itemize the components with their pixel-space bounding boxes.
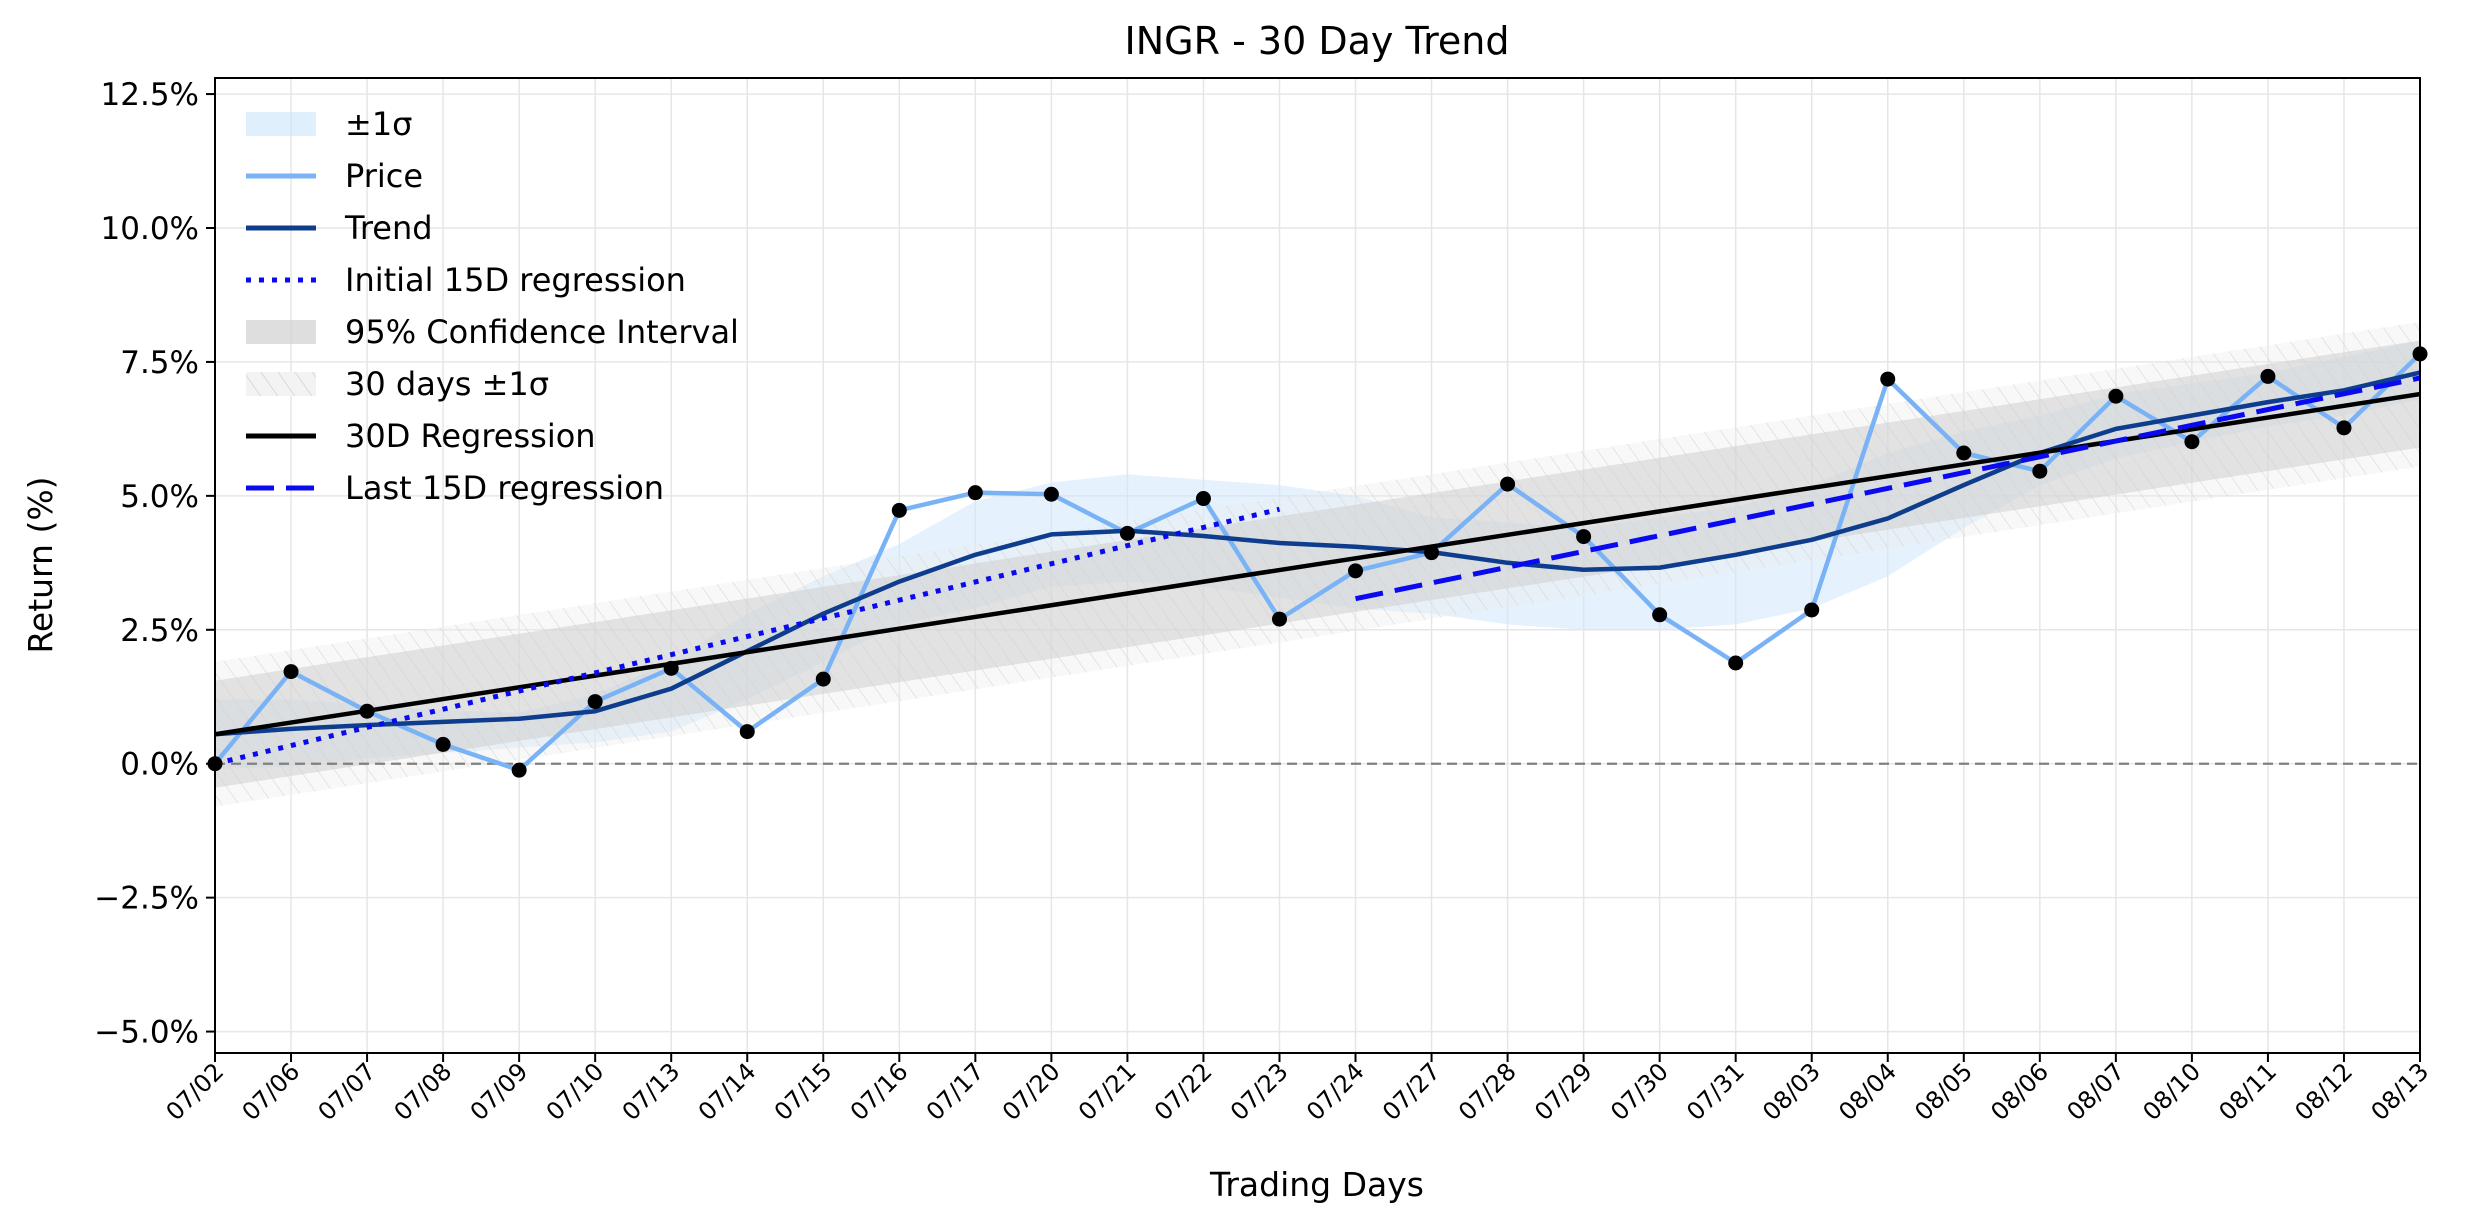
x-tick-label-29: 08/13 bbox=[2366, 1057, 2435, 1126]
x-tick-label-25: 08/07 bbox=[2061, 1057, 2130, 1126]
legend: ±1σ Price Trend Initial 15D regression 95% C… bbox=[246, 105, 739, 507]
legend-label-0: ±1σ bbox=[345, 105, 412, 143]
legend-label-3: Initial 15D regression bbox=[345, 261, 686, 299]
price-marker-16 bbox=[1424, 545, 1440, 561]
last-15d-regression-line bbox=[1355, 375, 2420, 602]
price-marker-19 bbox=[1652, 607, 1668, 623]
x-tick-label-19: 07/30 bbox=[1605, 1057, 1674, 1126]
x-tick-label-9: 07/16 bbox=[845, 1057, 914, 1126]
x-tick-label-28: 08/12 bbox=[2289, 1057, 2358, 1126]
legend-label-2: Trend bbox=[344, 209, 433, 247]
x-axis-label: Trading Days bbox=[1209, 1165, 1424, 1204]
legend-label-6: 30D Regression bbox=[345, 417, 596, 455]
price-marker-5 bbox=[587, 694, 603, 710]
price-marker-14 bbox=[1271, 611, 1287, 627]
x-tick-label-8: 07/15 bbox=[769, 1057, 838, 1126]
chart-title: INGR - 30 Day Trend bbox=[1125, 19, 1510, 63]
price-marker-12 bbox=[1119, 525, 1135, 541]
legend-label-5: 30 days ±1σ bbox=[345, 365, 549, 403]
price-marker-17 bbox=[1500, 476, 1516, 492]
legend-label-7: Last 15D regression bbox=[345, 469, 664, 507]
x-tick-label-15: 07/24 bbox=[1301, 1057, 1370, 1126]
price-marker-9 bbox=[891, 502, 907, 518]
x-tick-label-3: 07/08 bbox=[389, 1057, 458, 1126]
x-tick-label-21: 08/03 bbox=[1757, 1057, 1826, 1126]
x-tick-label-20: 07/31 bbox=[1681, 1057, 1750, 1126]
price-marker-26 bbox=[2184, 434, 2200, 450]
price-marker-15 bbox=[1348, 563, 1364, 579]
price-marker-25 bbox=[2108, 388, 2124, 404]
x-tick-label-7: 07/14 bbox=[693, 1057, 762, 1126]
x-tick-label-26: 08/10 bbox=[2137, 1057, 2206, 1126]
y-tick-label-3: 2.5% bbox=[120, 613, 199, 649]
legend-label-4: 95% Confidence Interval bbox=[345, 313, 739, 351]
x-tick-label-14: 07/23 bbox=[1225, 1057, 1294, 1126]
x-tick-label-4: 07/09 bbox=[465, 1057, 534, 1126]
price-marker-11 bbox=[1043, 486, 1059, 502]
plot-frame bbox=[214, 77, 2421, 1054]
price-marker-2 bbox=[359, 703, 375, 719]
x-tick-label-0: 07/02 bbox=[161, 1057, 230, 1126]
x-tick-label-6: 07/13 bbox=[617, 1057, 686, 1126]
price-marker-18 bbox=[1576, 529, 1592, 545]
price-marker-20 bbox=[1728, 655, 1744, 671]
x-tick-label-2: 07/07 bbox=[313, 1057, 382, 1126]
x-tick-label-5: 07/10 bbox=[541, 1057, 610, 1126]
x-tick-label-1: 07/06 bbox=[237, 1057, 306, 1126]
y-tick-label-0: −5.0% bbox=[94, 1015, 199, 1051]
price-marker-4 bbox=[511, 762, 527, 778]
y-tick-label-5: 7.5% bbox=[120, 345, 199, 381]
x-tick-label-16: 07/27 bbox=[1377, 1057, 1446, 1126]
price-marker-7 bbox=[739, 724, 755, 740]
x-tick-label-22: 08/04 bbox=[1833, 1057, 1902, 1126]
legend-label-1: Price bbox=[345, 157, 423, 195]
price-marker-8 bbox=[815, 671, 831, 687]
y-tick-label-4: 5.0% bbox=[120, 479, 199, 515]
price-marker-10 bbox=[967, 485, 983, 501]
price-marker-6 bbox=[663, 660, 679, 676]
series-lines bbox=[215, 352, 2420, 773]
y-tick-label-1: −2.5% bbox=[94, 881, 199, 917]
y-tick-label-6: 10.0% bbox=[101, 211, 199, 247]
legend-swatch-0 bbox=[246, 112, 316, 136]
x-tick-label-23: 08/05 bbox=[1909, 1057, 1978, 1126]
price-marker-27 bbox=[2260, 368, 2276, 384]
x-tick-label-12: 07/21 bbox=[1073, 1057, 1142, 1126]
price-marker-28 bbox=[2336, 420, 2352, 436]
x-tick-label-10: 07/17 bbox=[921, 1057, 990, 1126]
y-tick-label-2: 0.0% bbox=[120, 747, 199, 783]
x-tick-label-24: 08/06 bbox=[1985, 1057, 2054, 1126]
price-marker-22 bbox=[1880, 371, 1896, 387]
x-tick-label-18: 07/29 bbox=[1529, 1057, 1598, 1126]
x-tick-label-11: 07/20 bbox=[997, 1057, 1066, 1126]
x-tick-label-17: 07/28 bbox=[1453, 1057, 1522, 1126]
x-tick-label-27: 08/11 bbox=[2213, 1057, 2282, 1126]
price-marker-1 bbox=[283, 664, 299, 680]
y-tick-label-7: 12.5% bbox=[101, 77, 199, 113]
price-marker-21 bbox=[1804, 602, 1820, 618]
price-marker-24 bbox=[2032, 463, 2048, 479]
legend-swatch-4 bbox=[246, 320, 316, 344]
x-tick-label-13: 07/22 bbox=[1149, 1057, 1218, 1126]
legend-swatch-5 bbox=[246, 372, 316, 396]
price-marker-3 bbox=[435, 736, 451, 752]
price-marker-13 bbox=[1195, 491, 1211, 507]
price-marker-23 bbox=[1956, 445, 1972, 461]
initial-15d-regression-line bbox=[215, 506, 1281, 767]
y-axis-label: Return (%) bbox=[21, 476, 60, 653]
